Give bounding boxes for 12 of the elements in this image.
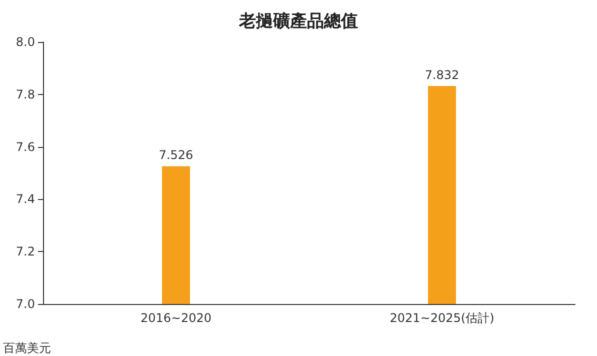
x-tick-label: 2021~2025(估計)	[390, 311, 494, 325]
y-tick-label: 7.4	[16, 192, 35, 206]
y-tick-label: 7.8	[16, 87, 35, 102]
y-axis-title: 百萬美元	[3, 341, 51, 355]
data-label: 7.832	[424, 68, 460, 82]
y-tick-label: 7.6	[16, 140, 35, 154]
y-tick-label: 8.0	[16, 35, 35, 49]
y-tick-label: 7.0	[16, 297, 35, 311]
x-tick-label: 2016~2020	[140, 311, 212, 325]
chart-title: 老撾礦產品總值	[238, 12, 358, 32]
y-tick-label: 7.2	[16, 244, 35, 259]
data-label: 7.526	[158, 148, 194, 162]
